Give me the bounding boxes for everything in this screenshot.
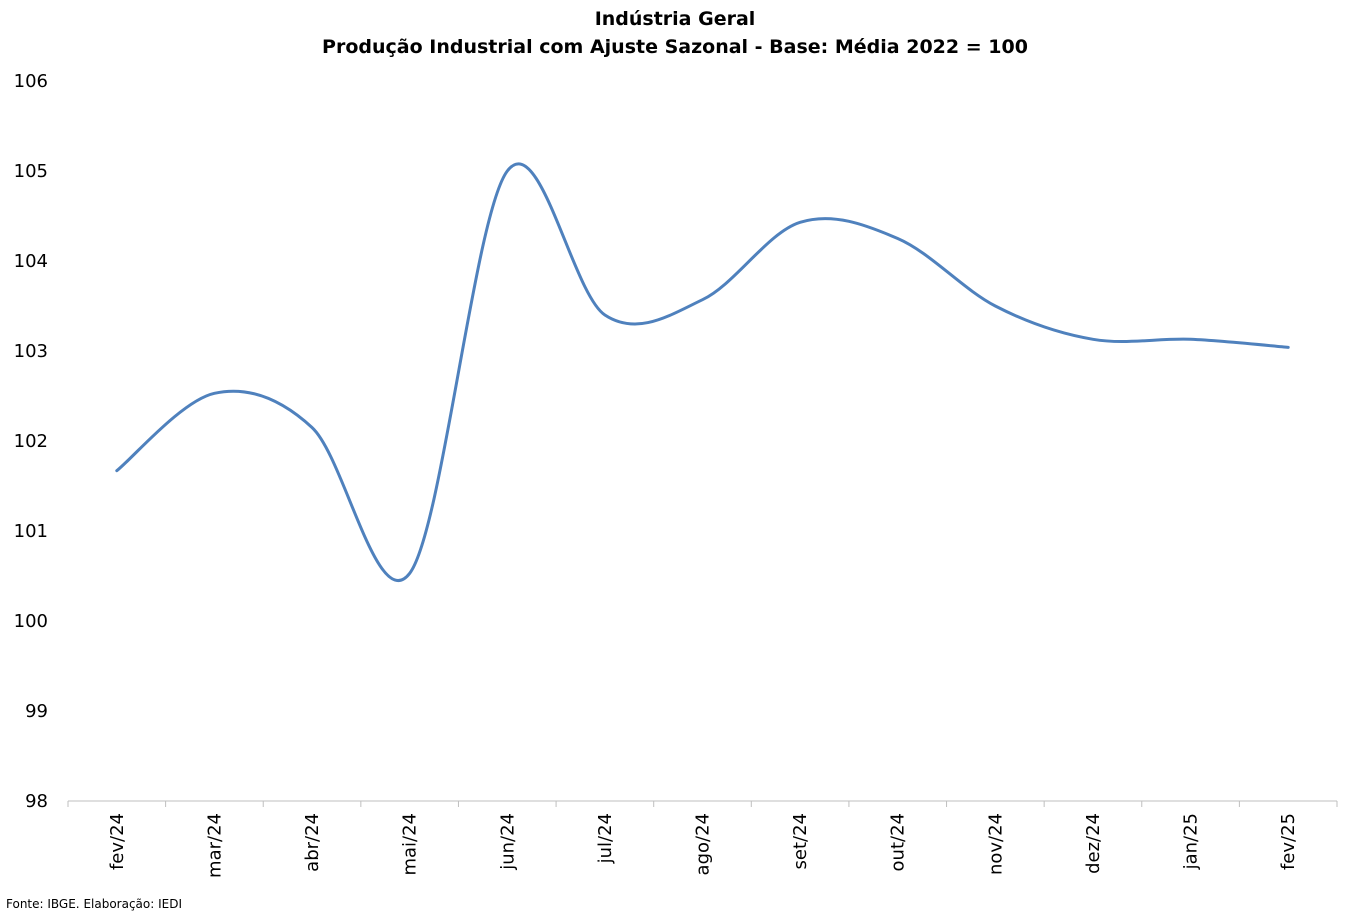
x-tick-label: jul/24	[595, 813, 616, 864]
y-tick-label: 101	[14, 521, 48, 542]
data-point	[1286, 345, 1290, 349]
data-point	[505, 169, 509, 173]
x-tick-label: jun/24	[497, 813, 518, 871]
x-tick-label: set/24	[790, 813, 811, 869]
x-tick-label: fev/25	[1278, 813, 1299, 870]
y-tick-label: 104	[14, 251, 48, 272]
data-point	[798, 220, 802, 224]
x-tick-label: nov/24	[985, 813, 1006, 875]
x-tick-label: mai/24	[400, 813, 421, 876]
data-point	[993, 304, 997, 308]
x-axis-labels: fev/24 mar/24 abr/24 mai/24 jun/24 jul/24 ago/…	[107, 813, 1299, 878]
y-tick-label: 100	[14, 611, 48, 632]
x-tick-label: ago/24	[693, 813, 714, 875]
x-tick-label: out/24	[888, 813, 909, 871]
source-note: Fonte: IBGE. Elaboração: IEDI	[6, 897, 183, 911]
data-point	[896, 237, 900, 241]
y-tick-label: 102	[14, 431, 48, 452]
y-axis-ticks: 98 99 100 101 102 103 104 105 106	[14, 71, 48, 812]
x-tick-label: fev/24	[107, 813, 128, 870]
x-tick-label: abr/24	[302, 813, 323, 872]
series-line	[115, 162, 1290, 582]
chart-title: Indústria Geral	[595, 8, 756, 30]
x-axis-tick-marks	[67, 801, 1338, 807]
data-point	[1189, 337, 1193, 341]
data-point	[310, 426, 314, 430]
y-tick-label: 98	[25, 791, 48, 812]
y-tick-label: 106	[14, 71, 48, 92]
data-point	[603, 313, 607, 317]
data-point	[1091, 337, 1095, 341]
y-tick-label: 105	[14, 161, 48, 182]
data-point	[701, 298, 705, 302]
y-tick-label: 103	[14, 341, 48, 362]
x-tick-label: mar/24	[204, 813, 225, 878]
chart-subtitle: Produção Industrial com Ajuste Sazonal -…	[322, 36, 1028, 58]
data-point	[408, 571, 412, 575]
data-point	[212, 391, 216, 395]
y-tick-label: 99	[25, 701, 48, 722]
x-tick-label: jan/25	[1181, 813, 1202, 870]
data-point	[115, 469, 119, 473]
x-tick-label: dez/24	[1083, 813, 1104, 874]
